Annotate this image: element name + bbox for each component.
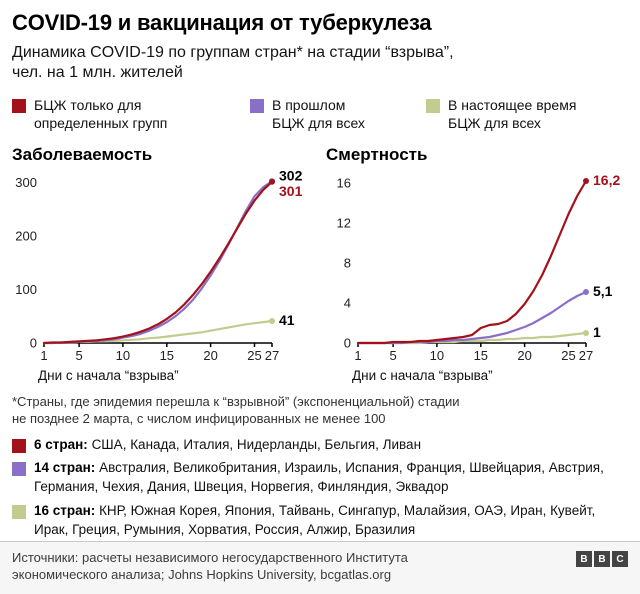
svg-text:100: 100 — [15, 282, 37, 297]
group-text: 16 стран: КНР, Южная Корея, Япония, Тайв… — [34, 502, 630, 540]
chart-title-mortality: Смертность — [326, 144, 428, 164]
sources-line-2: экономического анализа; Johns Hopkins Un… — [12, 567, 392, 583]
footnote-line-2: не позднее 2 марта, с числом инфицирован… — [12, 410, 386, 426]
svg-text:25: 25 — [247, 348, 261, 363]
subtitle-line-2: чел. на 1 млн. жителей — [12, 64, 183, 82]
group-text: 6 стран: США, Канада, Италия, Нидерланды… — [34, 436, 421, 455]
page-title: COVID-19 и вакцинация от туберкулеза — [12, 10, 432, 35]
group-swatch-purple — [12, 462, 26, 477]
svg-text:5: 5 — [389, 348, 396, 363]
legend: БЦЖ только для определенных групп В прош… — [12, 97, 630, 133]
group-countries: Австралия, Великобритания, Израиль, Испа… — [34, 460, 604, 495]
svg-text:10: 10 — [116, 348, 130, 363]
svg-text:27: 27 — [265, 348, 279, 363]
svg-text:301: 301 — [279, 183, 303, 199]
legend-item-green: В настоящее время БЦЖ для всех — [426, 97, 586, 133]
group-label: 6 стран: — [34, 436, 88, 452]
svg-text:10: 10 — [430, 348, 444, 363]
group-red: 6 стран: США, Канада, Италия, Нидерланды… — [12, 436, 630, 455]
bbc-logo: B B C — [576, 551, 628, 568]
group-text: 14 стран: Австралия, Великобритания, Изр… — [34, 459, 630, 497]
country-groups: 6 стран: США, Канада, Италия, Нидерланды… — [12, 436, 630, 540]
svg-text:1: 1 — [354, 348, 361, 363]
group-swatch-green — [12, 505, 26, 520]
footnote-line-1: *Страны, где эпидемия перешла к “взрывно… — [12, 393, 460, 409]
svg-text:5: 5 — [75, 348, 82, 363]
bbc-logo-block-b1: B — [576, 551, 592, 568]
svg-text:4: 4 — [344, 295, 351, 310]
svg-text:12: 12 — [337, 215, 351, 230]
svg-text:16: 16 — [337, 175, 351, 190]
svg-text:300: 300 — [15, 175, 37, 190]
legend-label: В прошлом БЦЖ для всех — [272, 96, 365, 131]
group-countries: КНР, Южная Корея, Япония, Тайвань, Синга… — [34, 503, 596, 538]
group-purple: 14 стран: Австралия, Великобритания, Изр… — [12, 459, 630, 497]
svg-text:27: 27 — [579, 348, 593, 363]
legend-item-purple: В прошлом БЦЖ для всех — [250, 97, 378, 133]
x-axis-label: Дни с начала “взрыва” — [38, 367, 179, 383]
group-swatch-red — [12, 438, 26, 453]
group-countries: США, Канада, Италия, Нидерланды, Бельгия… — [91, 436, 422, 452]
svg-text:0: 0 — [344, 335, 351, 350]
bbc-logo-block-b2: B — [594, 551, 610, 568]
charts-row: Заболеваемость 0 100 200 300 1 5 10 15 20 25 27 41 3… — [12, 145, 630, 383]
svg-text:8: 8 — [344, 255, 351, 270]
bbc-logo-block-c: C — [612, 551, 628, 568]
svg-text:15: 15 — [474, 348, 488, 363]
sources-text: Источники: расчеты независимого негосуда… — [12, 550, 408, 584]
svg-text:1: 1 — [40, 348, 47, 363]
group-label: 14 стран: — [34, 460, 96, 476]
svg-text:0: 0 — [30, 335, 37, 350]
footer: Источники: расчеты независимого негосуда… — [0, 541, 640, 594]
svg-text:5,1: 5,1 — [593, 283, 613, 299]
legend-label: В настоящее время БЦЖ для всех — [448, 96, 577, 131]
legend-swatch-red — [12, 98, 26, 113]
sources-line-1: Источники: расчеты независимого негосуда… — [12, 550, 408, 566]
svg-text:1: 1 — [593, 324, 601, 340]
legend-label: БЦЖ только для определенных групп — [34, 96, 168, 131]
svg-text:20: 20 — [203, 348, 217, 363]
svg-text:15: 15 — [160, 348, 174, 363]
svg-text:25: 25 — [561, 348, 575, 363]
content: COVID-19 и вакцинация от туберкулеза Дин… — [12, 10, 630, 540]
x-axis-label: Дни с начала “взрыва” — [352, 367, 493, 383]
footnote: *Страны, где эпидемия перешла к “взрывно… — [12, 394, 630, 428]
legend-item-red: БЦЖ только для определенных групп — [12, 97, 202, 133]
subtitle-line-1: Динамика COVID-19 по группам стран* на с… — [12, 44, 454, 61]
subtitle: Динамика COVID-19 по группам стран* на с… — [12, 43, 630, 84]
svg-text:41: 41 — [279, 312, 295, 328]
svg-text:16,2: 16,2 — [593, 172, 620, 188]
chart-title-incidence: Заболеваемость — [12, 144, 153, 164]
svg-text:200: 200 — [15, 228, 37, 243]
chart-incidence: Заболеваемость 0 100 200 300 1 5 10 15 20 25 27 41 3… — [12, 145, 316, 383]
svg-text:20: 20 — [517, 348, 531, 363]
chart-mortality: Смертность 0 4 8 12 16 1 5 10 15 20 25 27 1 5,1 16,2 Д… — [326, 145, 630, 383]
svg-text:302: 302 — [279, 167, 303, 183]
legend-swatch-green — [426, 98, 440, 113]
group-green: 16 стран: КНР, Южная Корея, Япония, Тайв… — [12, 502, 630, 540]
group-label: 16 стран: — [34, 503, 96, 519]
legend-swatch-purple — [250, 98, 264, 113]
